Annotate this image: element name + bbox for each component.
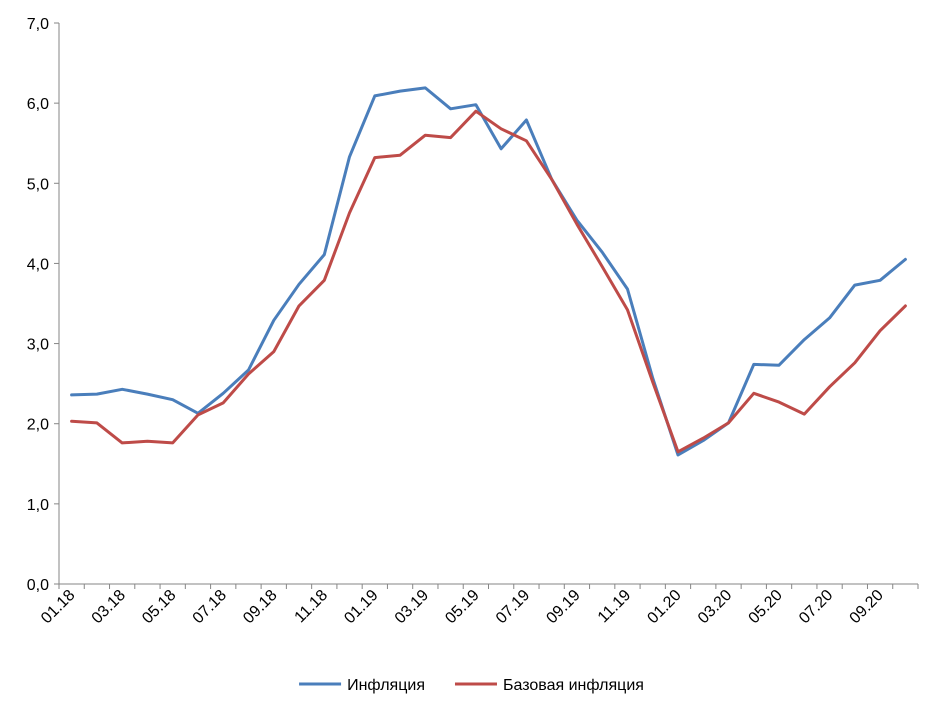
x-tick-label: 07.18 bbox=[190, 587, 230, 627]
legend-label-1: Инфляция bbox=[347, 677, 425, 694]
series-lines bbox=[70, 86, 907, 457]
x-tick-label: 03.20 bbox=[695, 587, 735, 627]
x-tick-label: 03.19 bbox=[392, 587, 432, 627]
legend: Инфляция Базовая инфляция bbox=[299, 677, 644, 694]
y-tick-label: 2,0 bbox=[27, 417, 49, 434]
y-tick-label: 3,0 bbox=[27, 337, 49, 354]
x-tick-label: 07.20 bbox=[796, 587, 836, 627]
x-tick-label: 11.19 bbox=[595, 587, 635, 627]
y-tick-label: 7,0 bbox=[27, 16, 49, 33]
x-tick-label: 03.18 bbox=[89, 587, 129, 627]
x-tick-label: 05.20 bbox=[746, 587, 786, 627]
y-tick-label: 0,0 bbox=[27, 577, 49, 594]
y-axis-ticks: 0,0 1,0 2,0 3,0 4,0 5,0 6,0 7,0 bbox=[27, 16, 59, 594]
x-tick-label: 11.18 bbox=[292, 587, 332, 627]
y-tick-label: 1,0 bbox=[27, 497, 49, 514]
x-tick-label: 05.19 bbox=[442, 587, 482, 627]
x-tick-label: 09.20 bbox=[847, 587, 887, 627]
y-tick-label: 6,0 bbox=[27, 96, 49, 113]
x-tick-label: 05.18 bbox=[139, 587, 179, 627]
series-line-2 bbox=[70, 109, 907, 454]
x-tick-label: 01.20 bbox=[644, 587, 684, 627]
x-tick-label: 07.19 bbox=[493, 587, 533, 627]
x-axis-ticks: 01.18 03.18 05.18 07.18 09.18 11.18 01.19 03.19… bbox=[38, 584, 919, 627]
y-tick-label: 4,0 bbox=[27, 256, 49, 273]
x-tick-label: 09.18 bbox=[240, 587, 280, 627]
legend-label-2: Базовая инфляция bbox=[503, 677, 644, 694]
x-tick-label: 01.19 bbox=[341, 587, 381, 627]
x-tick-label: 09.19 bbox=[543, 587, 583, 627]
series-line-1 bbox=[70, 86, 907, 457]
y-tick-label: 5,0 bbox=[27, 176, 49, 193]
